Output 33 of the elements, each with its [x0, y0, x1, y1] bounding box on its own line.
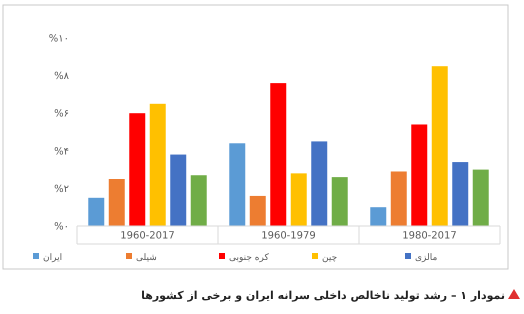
bar	[452, 162, 468, 226]
x-tick-label: 1960-2017	[120, 230, 175, 242]
x-tick-label: 1960-1979	[261, 230, 316, 242]
bar	[290, 173, 307, 226]
bar	[370, 207, 386, 226]
bar	[190, 175, 207, 226]
legend-label: چین	[322, 253, 338, 264]
bar	[332, 177, 348, 226]
x-tick-label: 1980-2017	[402, 230, 457, 242]
y-tick-label: %۱۰	[48, 34, 69, 44]
bar	[88, 198, 104, 226]
legend-label: شیلی	[136, 253, 157, 264]
bar	[432, 66, 448, 226]
y-tick-label: %۶	[54, 108, 69, 120]
y-tick-label: %۲	[54, 184, 69, 195]
bar	[390, 171, 407, 226]
bar	[311, 141, 328, 226]
bar	[129, 113, 146, 226]
bar	[170, 154, 186, 226]
y-tick-label: %۸	[54, 71, 70, 82]
bar	[150, 104, 166, 226]
bar	[411, 124, 428, 226]
legend-label: مالزی	[415, 253, 438, 264]
bar	[250, 196, 266, 226]
text: نمودار ۱ – رشد تولید ناخالص داخلی سرانه ایران و برخی از کشورها	[141, 288, 505, 302]
bar	[270, 83, 286, 226]
bar	[472, 170, 489, 226]
bar	[229, 143, 246, 226]
bar	[108, 179, 125, 226]
y-tick-label: %۴	[54, 146, 69, 158]
legend-label: کره جنوبی	[229, 253, 270, 264]
legend-label: ایران	[43, 253, 62, 264]
y-tick-label: %۰	[54, 222, 69, 232]
